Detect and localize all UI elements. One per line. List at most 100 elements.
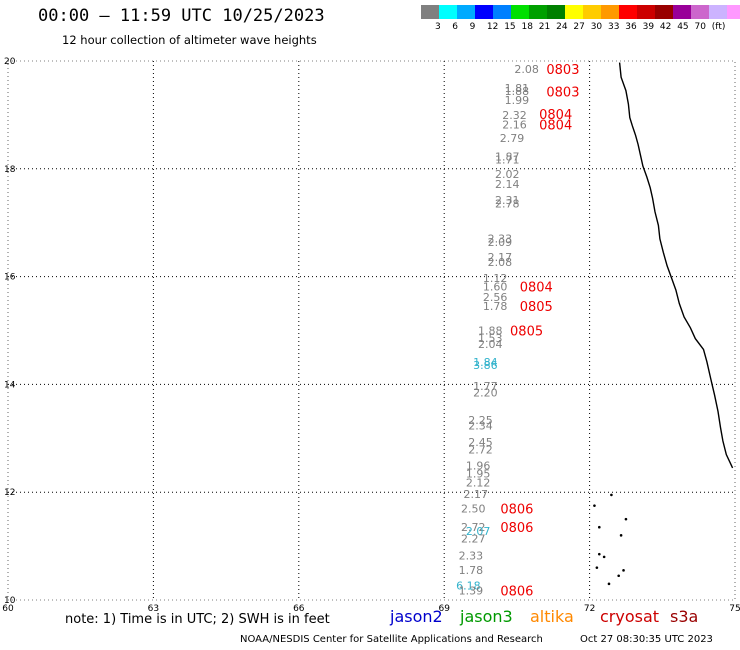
island: [602, 555, 606, 559]
wave-height-label: 1.53: [478, 332, 503, 345]
map-frame: [7, 60, 736, 601]
wave-height-label: 2.08: [488, 256, 513, 269]
legend-tick: 3: [435, 22, 441, 32]
wave-height-label: 1.39: [459, 584, 484, 597]
wave-height-label: 1.87: [495, 150, 520, 163]
color-legend: 3 6 9 12 15 18 21 24 27 30 33 36 39 42 45 70 (ft): [421, 5, 740, 32]
pass-time-label: 0803: [546, 86, 579, 101]
wave-height-label: 2.16: [502, 119, 527, 132]
legend-swatch: [691, 5, 709, 19]
lon-tick-label: 66: [293, 604, 305, 614]
legend-swatch: [709, 5, 727, 19]
wave-height-label: 1.71: [495, 154, 520, 167]
legend-swatch: [529, 5, 547, 19]
wave-height-label: 1.81: [505, 82, 530, 95]
legend-tick: 42: [659, 22, 672, 32]
lon-tick-label: 75: [729, 604, 740, 614]
satellite-label-cryosat: cryosat: [600, 607, 660, 626]
wave-height-label: 2.25: [468, 414, 493, 427]
pass-time-label: 0806: [500, 584, 533, 599]
wave-height-label: 1.99: [505, 94, 530, 107]
legend-tick: 33: [608, 22, 620, 32]
wave-height-label: 1.84: [473, 356, 498, 369]
legend-swatch: [673, 5, 691, 19]
wave-height-label: 1.95: [466, 467, 491, 480]
island: [617, 574, 620, 578]
chart-subtitle: 12 hour collection of altimeter wave hei…: [62, 33, 317, 47]
wave-height-label: 2.33: [488, 232, 513, 245]
legend-swatch: [565, 5, 583, 19]
wave-height-label: 1.77: [473, 380, 498, 393]
wave-height-label: 2.07: [466, 525, 491, 538]
legend-tick: 15: [504, 22, 516, 32]
wave-height-label: 1.78: [483, 300, 508, 313]
wave-height-label: 2.04: [478, 338, 503, 351]
lon-tick-label: 60: [2, 604, 14, 614]
lat-tick-label: 14: [4, 380, 16, 390]
legend-tick: 12: [486, 22, 499, 32]
wave-height-label: 2.32: [502, 109, 527, 122]
legend-tick: (ft): [711, 22, 726, 32]
legend-tick-labels: 3 6 9 12 15 18 21 24 27 30 33 36 39 42 45 70 (ft): [421, 22, 740, 36]
island: [595, 566, 599, 569]
wave-height-label: 2.12: [466, 476, 491, 489]
wave-height-label: 3.86: [473, 359, 498, 372]
lat-tick-label: 10: [4, 596, 16, 606]
pass-time-label: 0806: [500, 502, 533, 517]
legend-swatch: [457, 5, 475, 19]
pass-time-label: 0804: [539, 119, 572, 134]
wave-height-label: 2.45: [468, 436, 493, 449]
wave-height-label: 2.50: [461, 502, 486, 515]
legend-swatches: [421, 5, 740, 19]
coastline: [618, 62, 734, 469]
legend-swatch: [619, 5, 637, 19]
wave-height-label: 2.27: [461, 533, 486, 546]
wave-height-label: 1.60: [483, 280, 508, 293]
wave-height-label: 2.02: [495, 168, 520, 181]
wave-height-label: 1.78: [459, 564, 484, 577]
lat-tick-label: 20: [4, 57, 16, 67]
wave-height-label: 2.08: [514, 63, 539, 76]
legend-tick: 9: [469, 22, 476, 32]
legend-tick: 24: [556, 22, 568, 32]
pass-time-label: 0805: [520, 300, 553, 315]
legend-swatch: [727, 5, 740, 19]
legend-swatch: [583, 5, 601, 19]
pass-time-label: 0804: [520, 280, 553, 295]
legend-tick: 36: [625, 22, 637, 32]
credit-line: NOAA/NESDIS Center for Satellite Applica…: [240, 634, 543, 645]
legend-swatch: [601, 5, 619, 19]
pass-time-label: 0804: [539, 108, 572, 123]
satellite-label-jason3: jason3: [460, 607, 513, 626]
wave-height-label: 2.34: [468, 419, 493, 432]
satellite-label-s3a: s3a: [670, 607, 699, 626]
legend-tick: 27: [573, 22, 585, 32]
island: [624, 517, 628, 521]
legend-swatch: [547, 5, 565, 19]
wave-height-label: 2.56: [483, 291, 508, 304]
legend-swatch: [637, 5, 655, 19]
legend-tick: 45: [677, 22, 689, 32]
wave-height-label: 1.12: [483, 272, 508, 285]
wave-height-label: 2.72: [468, 444, 493, 457]
legend-swatch: [475, 5, 493, 19]
wave-height-label: 1.88: [478, 325, 503, 338]
legend-tick: 30: [590, 22, 603, 32]
wave-height-label: 2.14: [495, 178, 520, 191]
legend-tick: 39: [642, 22, 655, 32]
lat-tick-label: 16: [4, 273, 16, 283]
wave-height-label: 2.09: [488, 236, 513, 249]
pass-time-label: 0806: [500, 521, 533, 536]
wave-height-label: 2.72: [461, 521, 486, 534]
timestamp: Oct 27 08:30:35 UTC 2023: [580, 634, 713, 645]
wave-height-label: 2.17: [488, 251, 513, 264]
wave-height-label: 1.88: [505, 85, 530, 98]
legend-swatch: [493, 5, 511, 19]
lon-tick-label: 63: [148, 604, 159, 614]
legend-swatch: [439, 5, 457, 19]
wave-height-label: 2.20: [473, 386, 498, 399]
lon-tick-label: 69: [438, 604, 450, 614]
legend-swatch: [511, 5, 529, 19]
wave-height-label: 2.79: [500, 132, 525, 145]
